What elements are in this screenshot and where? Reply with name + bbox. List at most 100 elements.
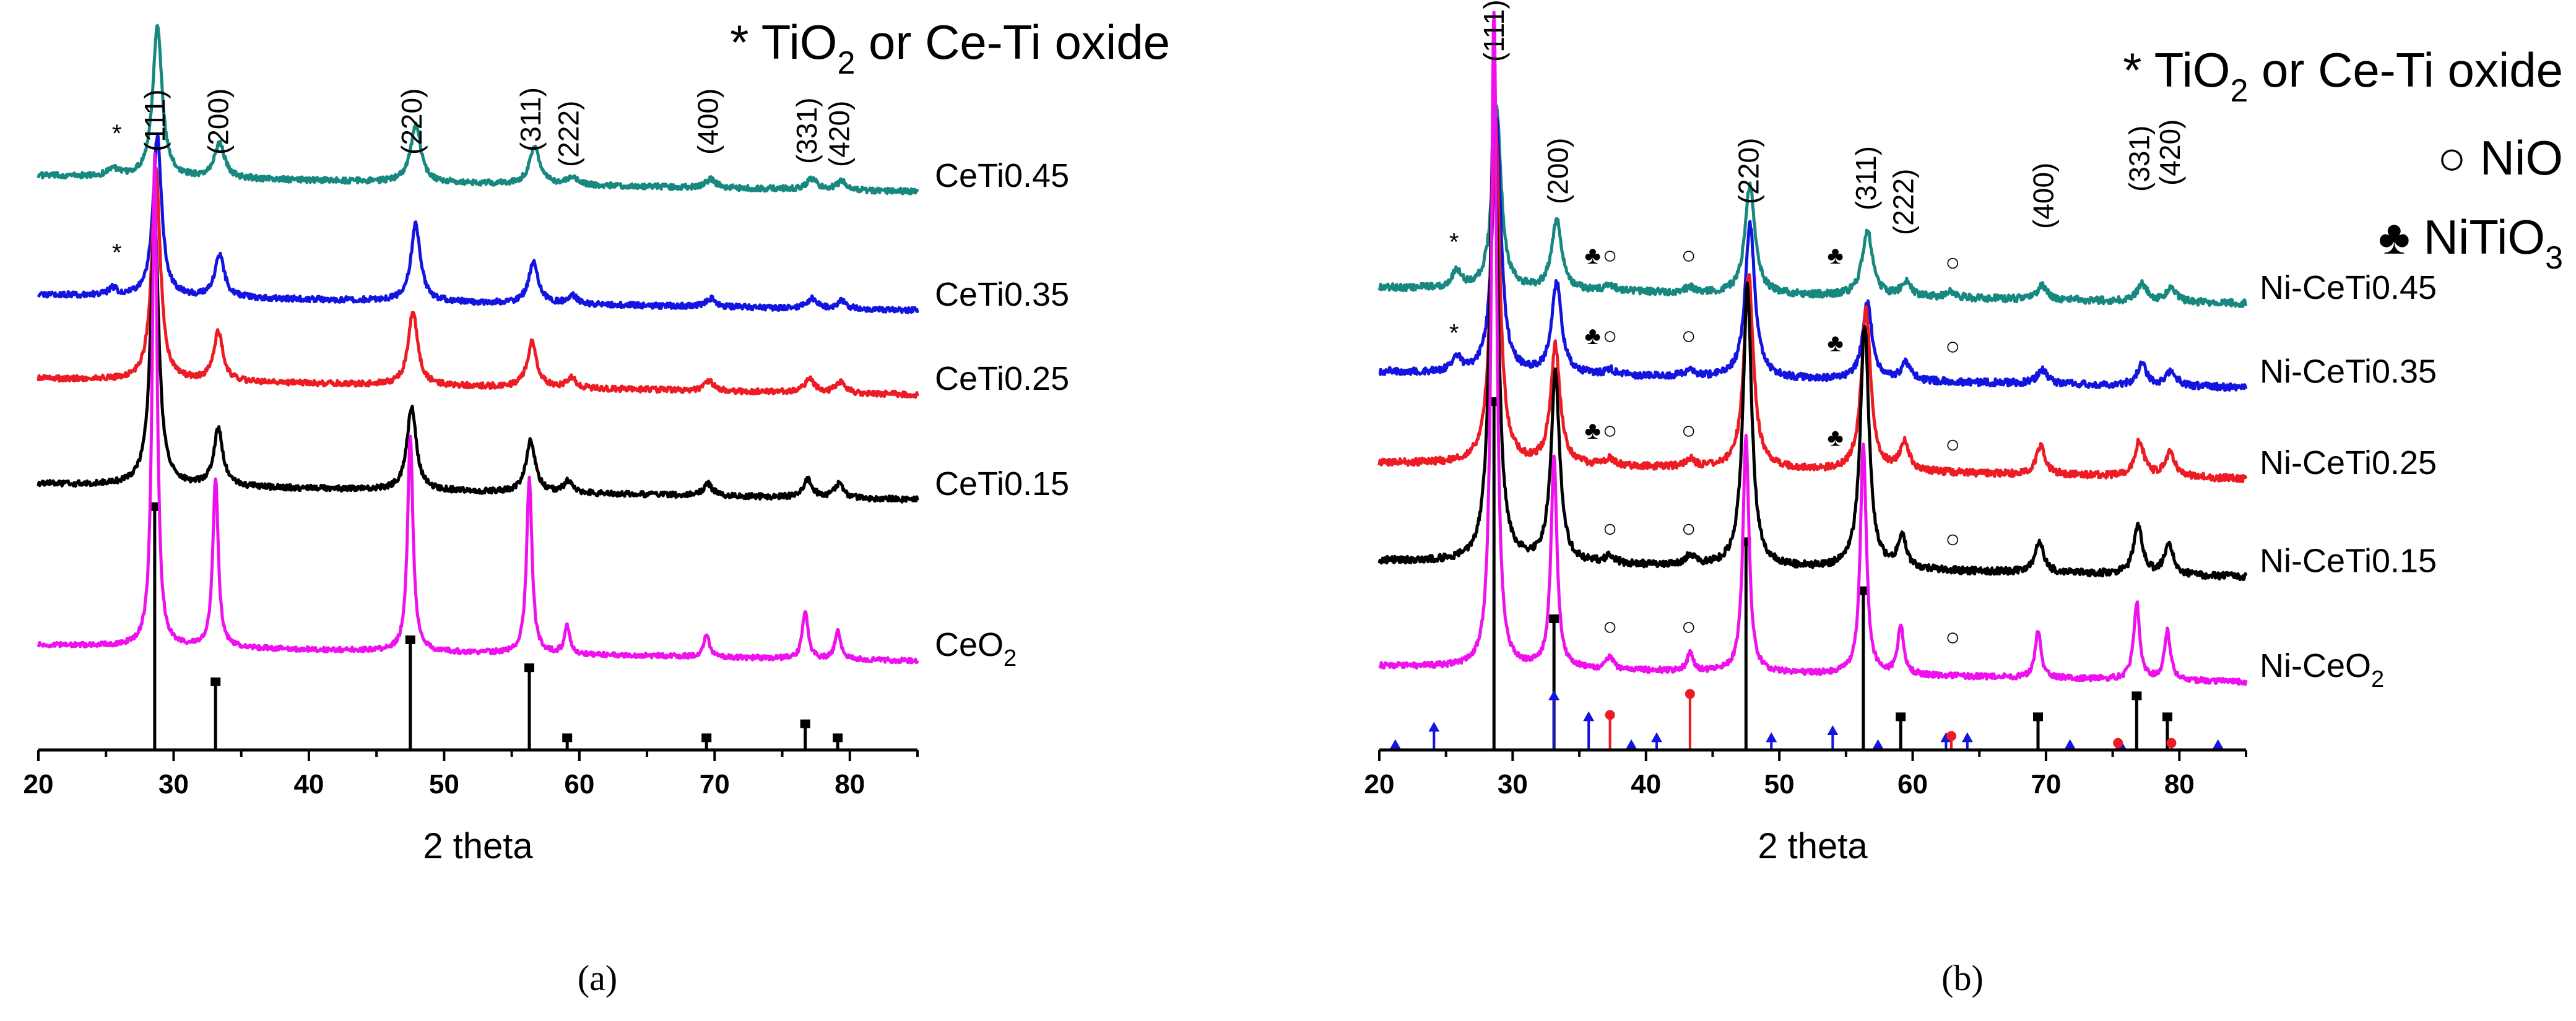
peak-label-420: (420) <box>823 101 855 167</box>
legend-text: NiTiO <box>2424 210 2545 264</box>
x-tick-label: 40 <box>1631 769 1661 799</box>
legend-tail: or Ce-Ti oxide <box>2248 43 2563 97</box>
reference-bar-cap <box>2166 738 2177 748</box>
legend-tail: or Ce-Ti oxide <box>855 15 1170 69</box>
peak-label-420: (420) <box>2154 119 2186 186</box>
peak-label-200: (200) <box>1542 138 1574 204</box>
peak-label-311: (311) <box>514 87 547 152</box>
x-tick-label: 60 <box>564 769 594 799</box>
legend-text: TiO <box>761 15 838 69</box>
series-line-ceti0-25 <box>37 166 919 399</box>
reference-bar-cap <box>833 733 843 743</box>
x-tick-label: 50 <box>1764 769 1795 799</box>
x-tick-label: 80 <box>2164 769 2195 799</box>
asterisk-marker: * <box>112 239 122 266</box>
series-line-ceti0-15 <box>37 216 919 504</box>
panel-a-chart: CeTi0.45 CeTi0.35 CeTi0.25 CeTi0.15 CeO2 (111… <box>24 15 1170 866</box>
peak-label-111: (111) <box>1478 0 1510 62</box>
legend-symbol: ○ <box>2437 131 2480 185</box>
reference-bar-cap <box>1651 732 1662 743</box>
nio-marker: ○ <box>1945 333 1960 360</box>
reference-bar-cap <box>1389 739 1401 749</box>
reference-bar-cap <box>1583 711 1595 722</box>
reference-bar-cap <box>1827 725 1839 736</box>
nititanate-marker: ♣ <box>1584 417 1600 444</box>
reference-bar-cap <box>701 733 712 743</box>
series-line-ceti0-35 <box>37 134 919 314</box>
x-tick-label: 30 <box>1498 769 1528 799</box>
series-label-ceti0-45: CeTi0.45 <box>935 157 1069 194</box>
nio-marker: ○ <box>1681 417 1696 444</box>
nititanate-marker: ♣ <box>1827 424 1843 451</box>
legend-subscript: 2 <box>837 45 855 81</box>
nio-marker: ○ <box>1681 515 1696 542</box>
reference-bar-cap <box>149 502 160 511</box>
legend-symbol: * <box>2123 43 2154 97</box>
peak-label-220: (220) <box>1733 138 1765 204</box>
asterisk-marker: * <box>1449 228 1459 256</box>
reference-bar-cap <box>2064 739 2076 749</box>
reference-bar-cap <box>562 733 573 743</box>
nititanate-marker: ♣ <box>1584 322 1600 350</box>
peak-label-400: (400) <box>692 88 724 155</box>
reference-bar-cap <box>1626 739 1637 749</box>
panel-b-chart: Ni-CeTi0.45 Ni-CeTi0.35 Ni-CeTi0.25 Ni-CeTi… <box>1364 0 2563 866</box>
nio-marker: ○ <box>1681 613 1696 640</box>
reference-bar-cap <box>2033 712 2043 722</box>
series-label-ni-ceti0-15: Ni-CeTi0.15 <box>2260 542 2437 579</box>
reference-bar-cap <box>1685 689 1695 699</box>
x-tick-label: 20 <box>24 769 54 799</box>
asterisk-marker: * <box>1449 319 1459 347</box>
x-tick-label: 70 <box>2031 769 2061 799</box>
peak-label-311: (311) <box>1850 146 1882 210</box>
reference-bar-cap <box>1896 712 1906 722</box>
legend-entry-nitio: ♣ NiTiO3 <box>2379 210 2563 276</box>
nio-marker: ○ <box>1603 515 1618 542</box>
reference-bar-cap <box>2131 691 2142 700</box>
reference-bar-cap <box>210 677 221 686</box>
series-label-ceti0-15: CeTi0.15 <box>935 465 1069 502</box>
x-tick-label: 60 <box>1897 769 1928 799</box>
series-label-ni-ceti0-25: Ni-CeTi0.25 <box>2260 444 2437 481</box>
nio-marker: ○ <box>1681 242 1696 269</box>
panel-b-caption: (b) <box>1941 958 1984 998</box>
series-label-ceti0-35: CeTi0.35 <box>935 276 1069 313</box>
legend-text: TiO <box>2154 43 2231 97</box>
legend-subscript: 2 <box>2230 73 2248 109</box>
peak-label-331: (331) <box>791 98 823 164</box>
legend-symbol: ♣ <box>2379 210 2424 264</box>
reference-bar-cap <box>2162 712 2172 722</box>
x-axis-title: 2 theta <box>423 826 533 866</box>
series-line-ceti0-45 <box>37 24 919 196</box>
series-line-ni-ceti0-15 <box>1377 82 2248 582</box>
legend-entry-tio: * TiO2 or Ce-Ti oxide <box>730 15 1170 81</box>
series-line-ceo2 <box>37 152 919 665</box>
legend-entry-nio: ○ NiO <box>2437 131 2563 185</box>
peak-label-200: (200) <box>202 88 235 155</box>
reference-bar-cap <box>1872 739 1884 749</box>
reference-bar-cap <box>405 635 415 644</box>
reference-bar-cap <box>1961 732 1973 743</box>
reference-bar-cap <box>1548 690 1560 700</box>
nititanate-marker: ♣ <box>1584 242 1600 269</box>
nio-marker: ○ <box>1681 322 1696 350</box>
reference-bar-cap <box>1549 614 1559 623</box>
nio-marker: ○ <box>1945 249 1960 276</box>
nio-marker: ○ <box>1945 431 1960 459</box>
nititanate-marker: ♣ <box>1827 242 1843 269</box>
reference-bar-cap <box>1858 586 1868 595</box>
reference-bar-cap <box>1766 732 1777 743</box>
nio-marker: ○ <box>1603 322 1618 350</box>
panel-a-caption: (a) <box>578 958 617 998</box>
legend-entry-tio: * TiO2 or Ce-Ti oxide <box>2123 43 2563 109</box>
peak-label-400: (400) <box>2027 163 2060 229</box>
legend-symbol: * <box>730 15 761 69</box>
nio-marker: ○ <box>1603 242 1618 269</box>
x-tick-label: 20 <box>1364 769 1395 799</box>
peak-label-222: (222) <box>552 101 584 167</box>
series-label-ceti0-25: CeTi0.25 <box>935 360 1069 397</box>
peak-label-220: (220) <box>396 88 428 155</box>
nio-marker: ○ <box>1945 525 1960 553</box>
legend-subscript: 3 <box>2545 240 2563 276</box>
